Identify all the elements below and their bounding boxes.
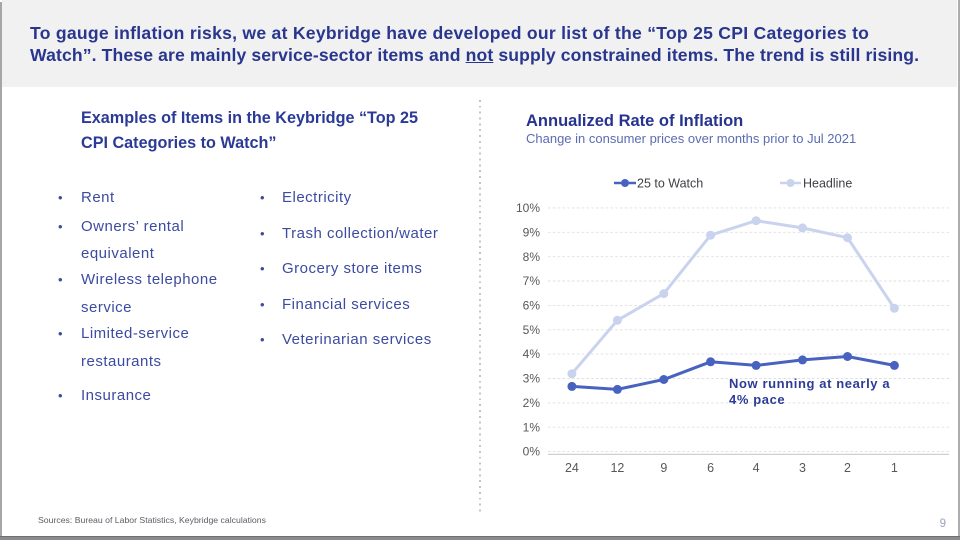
svg-text:24: 24 <box>565 461 579 475</box>
svg-text:9%: 9% <box>523 225 541 239</box>
svg-text:0%: 0% <box>523 445 541 459</box>
svg-text:10%: 10% <box>516 201 540 215</box>
svg-text:2: 2 <box>844 461 851 475</box>
svg-text:Headline: Headline <box>803 177 852 191</box>
svg-text:9: 9 <box>660 461 667 475</box>
svg-text:4%: 4% <box>523 347 541 361</box>
svg-text:3%: 3% <box>523 372 541 386</box>
svg-text:6%: 6% <box>523 299 541 313</box>
svg-text:12: 12 <box>610 461 624 475</box>
svg-text:2%: 2% <box>523 396 541 410</box>
svg-text:3: 3 <box>799 461 806 475</box>
svg-text:1%: 1% <box>523 420 541 434</box>
svg-text:25 to Watch: 25 to Watch <box>637 177 703 191</box>
svg-text:8%: 8% <box>523 250 541 264</box>
svg-text:6: 6 <box>707 461 714 475</box>
svg-text:1: 1 <box>891 461 898 475</box>
svg-text:5%: 5% <box>523 323 541 337</box>
svg-text:7%: 7% <box>523 274 541 288</box>
svg-text:4: 4 <box>753 461 760 475</box>
